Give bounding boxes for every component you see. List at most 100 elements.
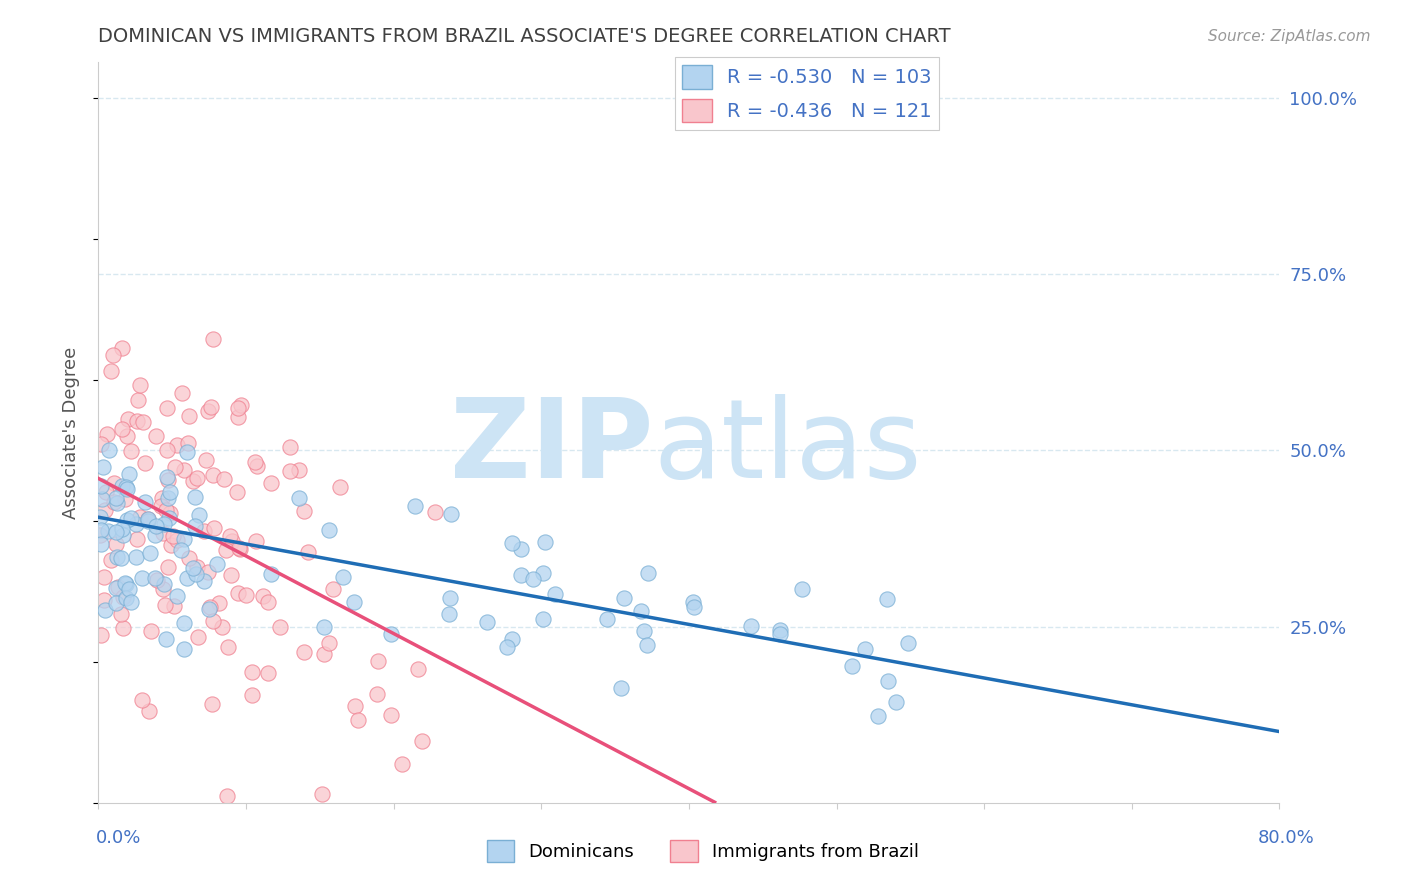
Point	[157, 473, 180, 487]
Point	[193, 524, 215, 539]
Point	[510, 567, 533, 582]
Point	[329, 479, 352, 493]
Point	[105, 596, 128, 610]
Point	[495, 640, 517, 654]
Point	[89, 509, 111, 524]
Point	[219, 568, 242, 582]
Point	[226, 484, 249, 499]
Point	[318, 523, 340, 537]
Text: atlas: atlas	[654, 394, 922, 501]
Point	[136, 512, 159, 526]
Point	[127, 532, 149, 546]
Point	[152, 491, 174, 506]
Point	[217, 640, 239, 655]
Point	[159, 506, 181, 520]
Point	[160, 538, 183, 552]
Point	[343, 595, 366, 609]
Point	[166, 533, 188, 547]
Point	[411, 734, 433, 748]
Point	[111, 621, 134, 635]
Point	[380, 627, 402, 641]
Point	[111, 522, 134, 536]
Point	[134, 456, 156, 470]
Point	[853, 641, 876, 656]
Point	[257, 665, 280, 680]
Text: 0.0%: 0.0%	[96, 829, 141, 847]
Point	[439, 591, 461, 605]
Point	[884, 695, 907, 709]
Point	[173, 462, 195, 476]
Point	[501, 535, 523, 549]
Point	[440, 508, 463, 522]
Point	[740, 618, 762, 632]
Point	[177, 409, 200, 423]
Point	[163, 459, 186, 474]
Point	[288, 491, 311, 505]
Point	[155, 502, 177, 516]
Point	[153, 598, 176, 612]
Point	[533, 612, 555, 626]
Point	[115, 481, 138, 495]
Point	[115, 591, 138, 606]
Point	[229, 541, 252, 556]
Point	[110, 550, 132, 565]
Point	[110, 607, 132, 622]
Point	[166, 438, 188, 452]
Point	[228, 541, 250, 555]
Point	[197, 404, 219, 418]
Point	[114, 491, 136, 506]
Point	[181, 474, 204, 488]
Point	[121, 511, 143, 525]
Point	[682, 595, 704, 609]
Point	[226, 410, 249, 425]
Point	[143, 571, 166, 585]
Point	[201, 697, 224, 711]
Point	[228, 401, 250, 416]
Point	[866, 708, 889, 723]
Point	[501, 632, 523, 646]
Point	[215, 789, 238, 803]
Point	[107, 580, 129, 594]
Point	[391, 757, 413, 772]
Point	[139, 546, 162, 560]
Text: 80.0%: 80.0%	[1258, 829, 1315, 847]
Point	[201, 332, 224, 346]
Point	[157, 559, 180, 574]
Point	[219, 529, 242, 543]
Point	[100, 553, 122, 567]
Point	[146, 573, 169, 587]
Point	[423, 505, 446, 519]
Point	[159, 485, 181, 500]
Point	[162, 529, 184, 543]
Point	[200, 400, 222, 414]
Point	[91, 492, 114, 507]
Point	[186, 471, 208, 485]
Point	[596, 612, 619, 626]
Point	[318, 636, 340, 650]
Point	[186, 560, 208, 574]
Point	[93, 570, 115, 584]
Point	[157, 491, 180, 505]
Point	[129, 378, 152, 392]
Point	[176, 571, 198, 585]
Point	[105, 581, 128, 595]
Point	[179, 551, 201, 566]
Point	[103, 476, 125, 491]
Point	[138, 704, 160, 718]
Point	[93, 593, 115, 607]
Point	[141, 624, 163, 639]
Point	[136, 512, 159, 526]
Point	[112, 591, 135, 605]
Point	[344, 699, 367, 714]
Point	[278, 464, 301, 478]
Point	[153, 577, 176, 591]
Point	[94, 503, 117, 517]
Point	[531, 566, 554, 581]
Point	[127, 414, 149, 428]
Point	[347, 714, 370, 728]
Point	[105, 550, 128, 565]
Point	[181, 561, 204, 575]
Point	[131, 693, 153, 707]
Point	[633, 624, 655, 639]
Point	[115, 577, 138, 591]
